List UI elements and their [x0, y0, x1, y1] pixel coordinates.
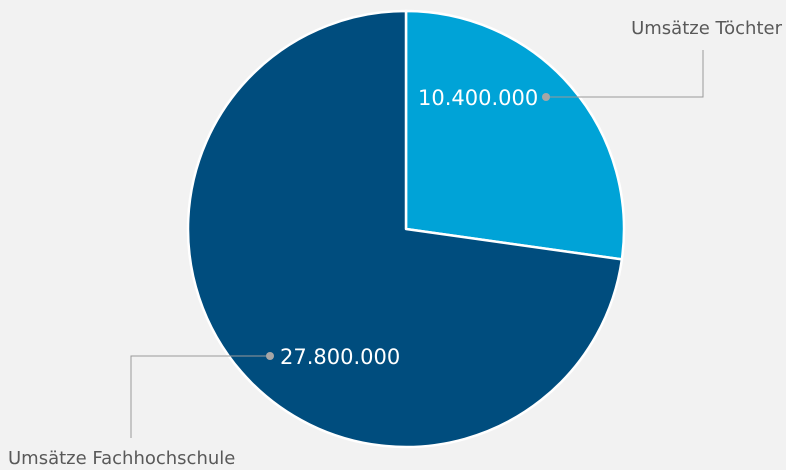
leader-dot-toechter	[542, 93, 550, 101]
value-label-toechter: 10.400.000	[418, 86, 538, 110]
leader-line-fachhochschule	[130, 355, 270, 438]
category-label-fachhochschule: Umsätze Fachhochschule	[8, 448, 235, 469]
leader-dot-fachhochschule	[266, 352, 274, 360]
pie-slices	[186, 9, 626, 449]
leader-line-toechter	[546, 50, 704, 98]
pie-slice-toechter	[404, 9, 626, 261]
value-label-fachhochschule: 27.800.000	[280, 345, 400, 369]
pie-slice-fachhochschule	[186, 9, 624, 449]
category-label-toechter: Umsätze Töchter	[631, 18, 783, 39]
